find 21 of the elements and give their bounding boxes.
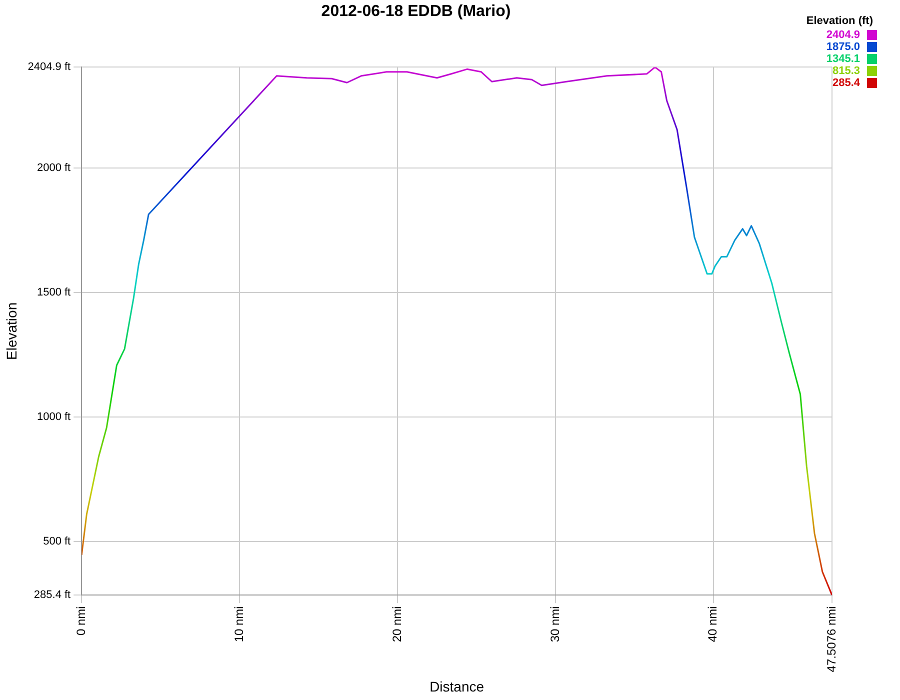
y-tick-label: 1500 ft: [36, 286, 71, 299]
color-bar-label: 1345.1: [826, 53, 860, 66]
x-tick-label: 47.5076 nmi: [824, 606, 838, 672]
chart-title: 2012-06-18 EDDB (Mario): [321, 3, 511, 20]
y-tick-label: 500 ft: [43, 536, 71, 548]
x-tick-label: 10 nmi: [232, 606, 246, 642]
color-bar-title: Elevation (ft): [806, 15, 874, 28]
y-tick-label: 1000 ft: [36, 411, 71, 424]
color-bar-label: 1875.0: [826, 41, 860, 54]
y-tick-label: 2000 ft: [36, 162, 71, 174]
x-tick-label: 40 nmi: [706, 606, 720, 642]
color-bar-label: 815.3: [832, 65, 860, 78]
y-tick-label: 2404.9 ft: [28, 61, 71, 74]
x-axis-title: Distance: [430, 678, 484, 694]
y-tick-label: 285.4 ft: [34, 589, 71, 602]
x-tick-label: 20 nmi: [390, 606, 404, 642]
color-bar-label: 2404.9: [826, 29, 860, 42]
x-tick-label: 30 nmi: [548, 606, 562, 642]
y-axis-title: Elevation: [3, 302, 20, 360]
x-tick-label: 0 nmi: [74, 606, 88, 636]
color-bar-label: 285.4: [832, 77, 861, 90]
